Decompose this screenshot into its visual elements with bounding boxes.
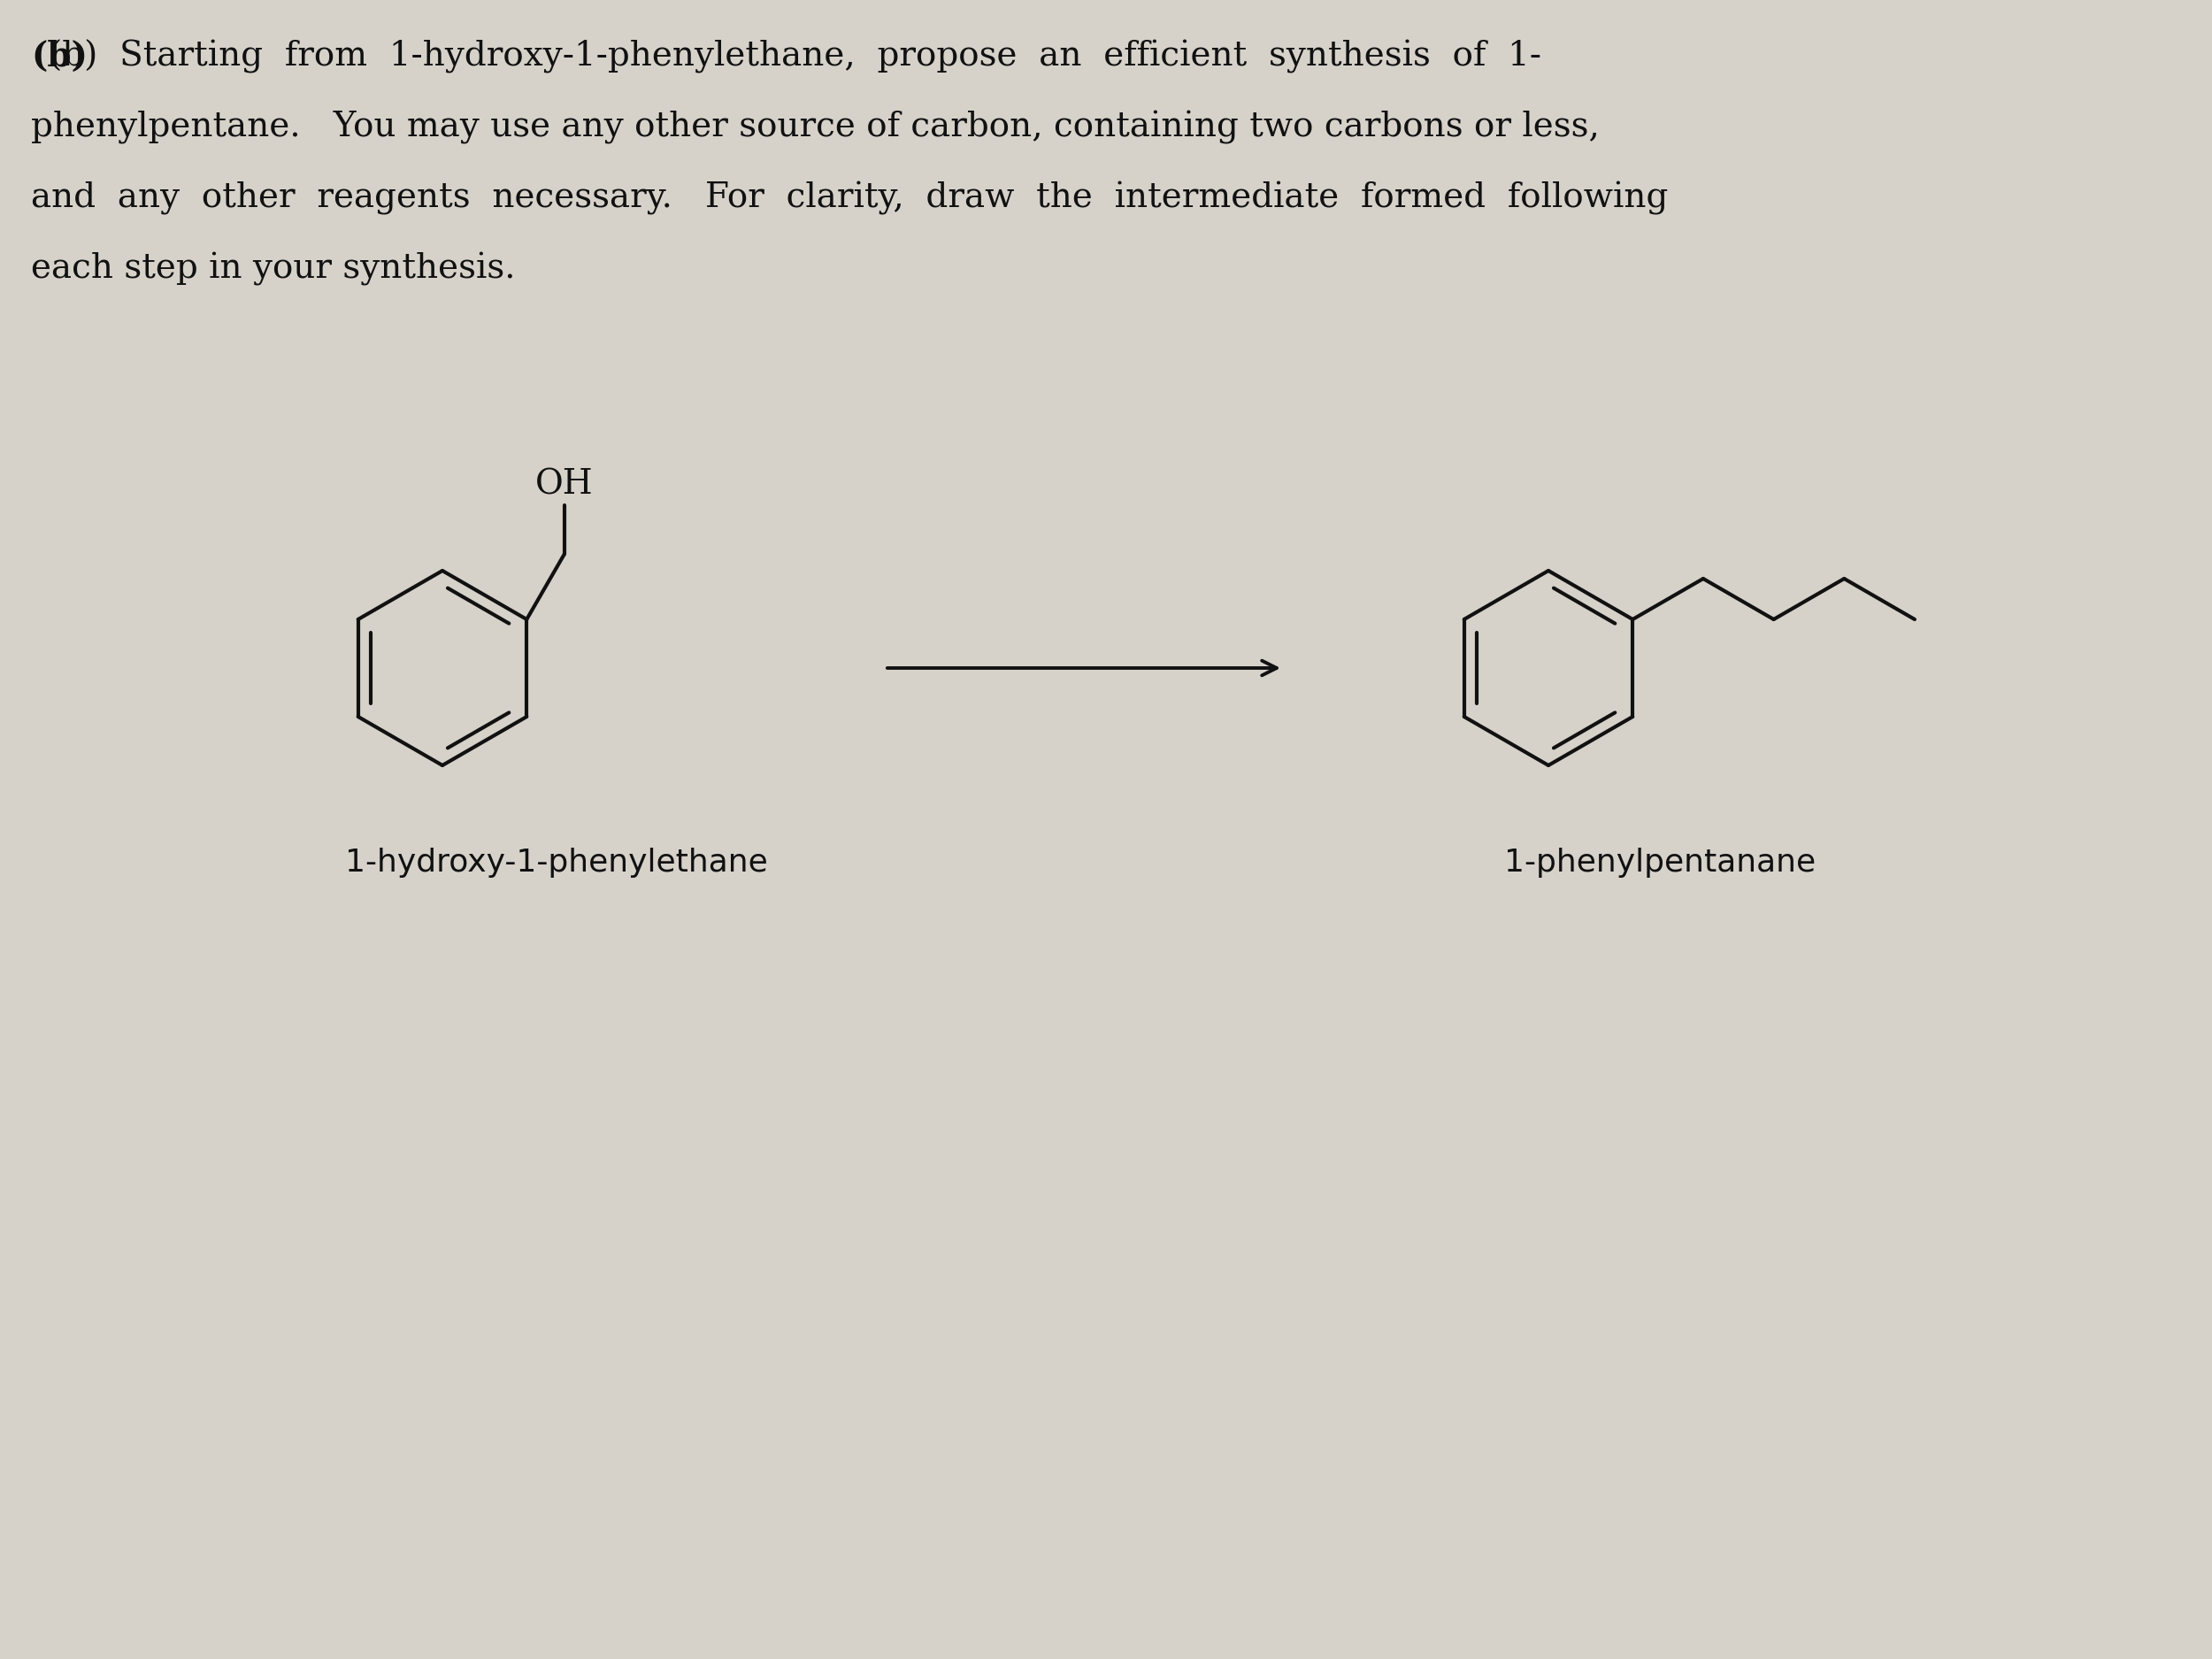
Text: (b): (b) [31,40,88,73]
Text: and  any  other  reagents  necessary.   For  clarity,  draw  the  intermediate  : and any other reagents necessary. For cl… [31,181,1668,216]
Text: 1-phenylpentanane: 1-phenylpentanane [1504,848,1816,878]
Text: each step in your synthesis.: each step in your synthesis. [31,252,515,285]
Text: (b)  Starting  from  1-hydroxy-1-phenylethane,  propose  an  efficient  synthesi: (b) Starting from 1-hydroxy-1-phenyletha… [49,40,1542,73]
Text: phenylpentane.   You may use any other source of carbon, containing two carbons : phenylpentane. You may use any other sou… [31,111,1599,144]
Text: 1-hydroxy-1-phenylethane: 1-hydroxy-1-phenylethane [345,848,768,878]
Text: OH: OH [535,468,593,501]
